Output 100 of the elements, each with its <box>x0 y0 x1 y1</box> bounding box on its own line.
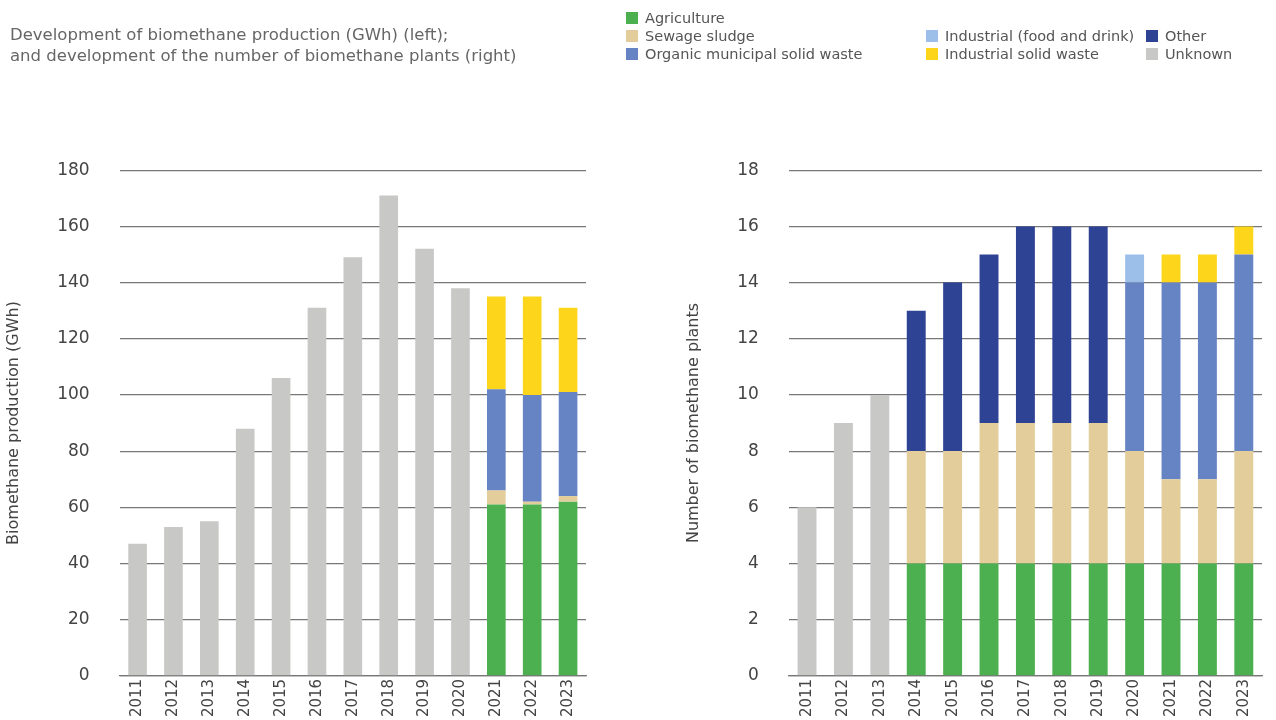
bar <box>1125 254 1145 283</box>
bar <box>1125 451 1145 564</box>
bar <box>558 307 578 393</box>
y-tick-label: 180 <box>57 158 90 179</box>
bar <box>943 451 963 564</box>
y-tick-label: 12 <box>737 327 759 348</box>
legend-label: Industrial solid waste <box>944 46 1100 62</box>
y-tick-label: 4 <box>748 551 759 572</box>
bar <box>164 526 183 676</box>
x-tick-label: 2020 <box>450 678 469 718</box>
y-tick-label: 100 <box>57 383 90 404</box>
bar <box>1088 423 1108 564</box>
y-tick-label: 14 <box>737 270 759 291</box>
bar <box>833 423 853 676</box>
bar <box>1197 254 1217 283</box>
bar <box>1234 451 1254 564</box>
y-tick-label: 18 <box>737 158 759 179</box>
x-tick-label: 2020 <box>1124 678 1143 718</box>
bar <box>558 501 578 676</box>
bar <box>1052 563 1072 676</box>
bar <box>1125 563 1145 676</box>
y-axis-title: Biomethane production (GWh) <box>2 301 22 545</box>
x-tick-label: 2023 <box>557 678 576 718</box>
x-tick-label: 2015 <box>270 678 289 718</box>
bar <box>1197 563 1217 676</box>
bar <box>870 394 890 676</box>
bar <box>943 282 963 452</box>
x-tick-label: 2011 <box>127 678 146 718</box>
x-tick-label: 2016 <box>306 678 325 718</box>
bar <box>1234 254 1254 452</box>
bar <box>1052 226 1072 424</box>
y-tick-label: 160 <box>57 214 90 235</box>
y-tick-label: 0 <box>748 664 759 685</box>
bar <box>1088 226 1108 424</box>
bar <box>522 296 542 395</box>
bar <box>522 504 542 676</box>
bar <box>1052 423 1072 564</box>
x-tick-label: 2019 <box>1088 678 1107 718</box>
x-tick-label: 2014 <box>235 678 254 718</box>
x-tick-label: 2013 <box>869 678 888 718</box>
legend-label: Sewage sludge <box>644 28 756 44</box>
bar <box>1234 563 1254 676</box>
x-tick-label: 2022 <box>522 678 541 718</box>
legend-label: Unknown <box>1164 46 1234 62</box>
bar <box>979 254 999 424</box>
y-tick-label: 20 <box>68 608 90 629</box>
y-tick-label: 60 <box>68 495 90 516</box>
bar <box>271 378 291 676</box>
x-tick-label: 2019 <box>414 678 433 718</box>
bar <box>486 389 506 491</box>
bar <box>128 543 147 676</box>
y-tick-label: 0 <box>78 664 90 685</box>
x-tick-label: 2015 <box>942 678 961 718</box>
x-tick-label: 2018 <box>1051 678 1070 718</box>
x-tick-label: 2023 <box>1233 678 1252 718</box>
y-tick-label: 6 <box>748 495 759 516</box>
bar <box>797 507 817 676</box>
bar <box>558 496 578 502</box>
bar <box>1161 563 1181 676</box>
x-tick-label: 2021 <box>1160 678 1179 718</box>
bar <box>1161 282 1181 480</box>
x-tick-label: 2021 <box>486 678 505 718</box>
y-tick-label: 16 <box>737 214 759 235</box>
bar <box>415 248 434 676</box>
y-tick-label: 120 <box>57 327 90 348</box>
bar <box>1161 254 1181 283</box>
legend-label: Organic municipal solid waste <box>644 46 864 62</box>
bar <box>906 563 926 676</box>
bar <box>235 428 255 676</box>
bar <box>1015 226 1035 424</box>
y-tick-label: 2 <box>748 608 759 629</box>
bar <box>200 521 219 676</box>
bar <box>558 392 578 497</box>
x-tick-label: 2017 <box>1015 678 1034 718</box>
x-tick-label: 2012 <box>163 678 182 718</box>
x-tick-label: 2014 <box>906 678 925 718</box>
bar <box>486 490 506 505</box>
x-tick-label: 2017 <box>342 678 361 718</box>
bar <box>1161 479 1181 564</box>
bar <box>1015 423 1035 564</box>
chart-subtitle: Development of biomethane production (GWh) (left); and development of the number of biomethane plants (right) <box>10 24 517 66</box>
x-tick-label: 2013 <box>199 678 218 718</box>
bar <box>307 307 327 676</box>
bar <box>943 563 963 676</box>
bar <box>451 288 470 676</box>
bar <box>906 310 926 452</box>
y-tick-label: 80 <box>68 439 90 460</box>
bar <box>522 394 542 502</box>
legend-label: Industrial (food and drink) <box>944 28 1136 44</box>
x-tick-label: 2012 <box>833 678 852 718</box>
x-tick-label: 2016 <box>978 678 997 718</box>
bar <box>343 257 363 676</box>
bar <box>979 563 999 676</box>
bar <box>1234 226 1254 255</box>
y-tick-label: 40 <box>68 551 90 572</box>
bar <box>1197 282 1217 480</box>
bar <box>1088 563 1108 676</box>
bar <box>486 296 506 390</box>
x-tick-label: 2022 <box>1197 678 1216 718</box>
bar <box>906 451 926 564</box>
